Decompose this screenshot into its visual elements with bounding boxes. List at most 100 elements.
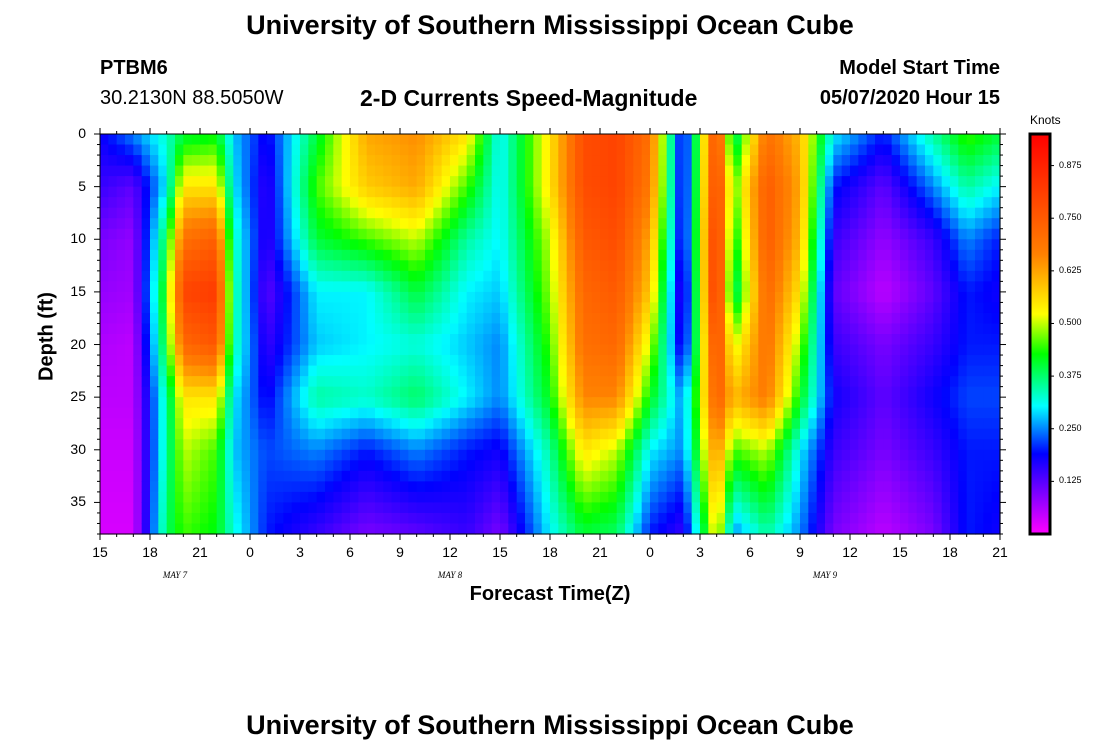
heatmap-cell <box>841 334 851 346</box>
heatmap-cell <box>575 502 584 514</box>
heatmap-cell <box>241 470 251 482</box>
heatmap-cell <box>741 176 751 188</box>
heatmap-cell <box>733 460 743 472</box>
heatmap-cell <box>425 165 434 177</box>
heatmap-cell <box>725 355 734 367</box>
heatmap-cell <box>225 218 234 230</box>
heatmap-cell <box>116 397 126 409</box>
heatmap-cell <box>666 134 676 146</box>
heatmap-cell <box>350 260 359 272</box>
heatmap-cell <box>133 176 143 188</box>
heatmap-cell <box>750 460 759 472</box>
heatmap-cell <box>591 355 601 367</box>
heatmap-cell <box>900 407 909 419</box>
heatmap-cell <box>716 365 726 377</box>
heatmap-cell <box>808 491 818 504</box>
heatmap-cell <box>908 165 918 177</box>
heatmap-cell <box>650 365 659 377</box>
heatmap-cell <box>750 386 759 398</box>
heatmap-cell <box>308 197 318 209</box>
heatmap-cell <box>275 239 284 251</box>
heatmap-cell <box>641 281 651 293</box>
heatmap-cell <box>141 239 151 251</box>
heatmap-cell <box>775 197 784 209</box>
heatmap-cell <box>241 302 251 314</box>
colorbar-tick-label: 0.250 <box>1059 422 1082 433</box>
heatmap-cell <box>933 365 943 377</box>
heatmap-cell <box>916 165 926 177</box>
heatmap-cell <box>516 323 526 335</box>
heatmap-cell <box>266 470 276 482</box>
heatmap-cell <box>841 512 851 525</box>
heatmap-cell <box>641 176 651 188</box>
heatmap-cell <box>583 207 593 219</box>
heatmap-cell <box>825 344 834 356</box>
heatmap-cell <box>241 312 251 325</box>
heatmap-cell <box>350 312 359 325</box>
heatmap-cell <box>600 218 609 230</box>
heatmap-cell <box>383 176 393 188</box>
heatmap-cell <box>541 344 551 356</box>
heatmap-cell <box>641 344 651 356</box>
heatmap-cell <box>216 355 226 367</box>
heatmap-cell <box>175 439 184 451</box>
heatmap-cell <box>383 344 393 356</box>
heatmap-cell <box>475 512 484 525</box>
heatmap-cell <box>825 397 834 409</box>
heatmap-cell <box>158 365 168 377</box>
heatmap-cell <box>133 281 143 293</box>
heatmap-cell <box>825 376 834 388</box>
heatmap-cell <box>950 376 959 388</box>
heatmap-cell <box>700 344 709 356</box>
heatmap-cell <box>575 260 584 272</box>
heatmap-cells <box>100 134 1001 535</box>
heatmap-cell <box>800 449 809 461</box>
heatmap-cell <box>475 186 484 198</box>
heatmap-cell <box>666 302 676 314</box>
heatmap-cell <box>291 281 301 293</box>
heatmap-cell <box>583 176 593 188</box>
heatmap-cell <box>658 302 668 314</box>
heatmap-cell <box>166 302 176 314</box>
heatmap-cell <box>558 502 568 514</box>
heatmap-cell <box>866 512 876 525</box>
heatmap-cell <box>783 428 793 440</box>
heatmap-cell <box>208 155 218 167</box>
heatmap-cell <box>250 491 259 504</box>
heatmap-cell <box>316 186 326 198</box>
heatmap-cell <box>500 312 509 325</box>
heatmap-cell <box>625 344 634 356</box>
heatmap-cell <box>183 502 193 514</box>
heatmap-cell <box>800 470 809 482</box>
heatmap-cell <box>808 344 818 356</box>
heatmap-cell <box>350 323 359 335</box>
heatmap-cell <box>183 355 193 367</box>
heatmap-cell <box>391 176 401 188</box>
heatmap-cell <box>791 323 801 335</box>
heatmap-cell <box>525 355 534 367</box>
heatmap-cell <box>491 365 501 377</box>
heatmap-cell <box>333 491 343 504</box>
heatmap-cell <box>200 197 209 209</box>
heatmap-cell <box>625 481 634 493</box>
heatmap-cell <box>850 523 859 535</box>
heatmap-cell <box>316 312 326 325</box>
heatmap-cell <box>158 470 168 482</box>
heatmap-cell <box>491 134 501 146</box>
heatmap-cell <box>375 344 384 356</box>
heatmap-cell <box>541 334 551 346</box>
heatmap-cell <box>733 428 743 440</box>
heatmap-cell <box>491 491 501 504</box>
heatmap-cell <box>808 291 818 304</box>
heatmap-cell <box>533 470 543 482</box>
heatmap-cell <box>425 260 434 272</box>
heatmap-cell <box>558 512 568 525</box>
heatmap-cell <box>633 312 643 325</box>
heatmap-cell <box>583 407 593 419</box>
heatmap-cell <box>550 460 559 472</box>
heatmap-cell <box>883 249 893 261</box>
heatmap-cell <box>508 239 518 251</box>
heatmap-cell <box>683 365 693 377</box>
heatmap-cell <box>508 428 518 440</box>
heatmap-cell <box>541 512 551 525</box>
